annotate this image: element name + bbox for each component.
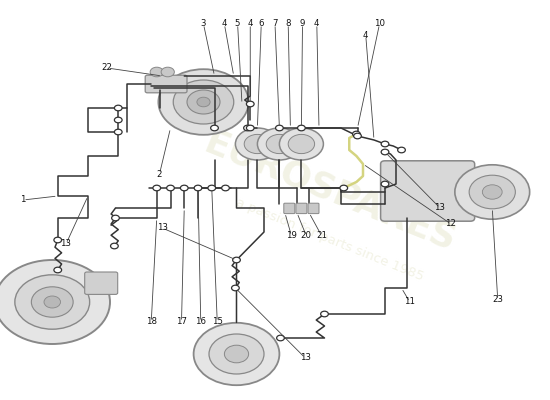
- Text: 13: 13: [60, 240, 72, 248]
- Text: 19: 19: [286, 232, 297, 240]
- Circle shape: [235, 128, 279, 160]
- Circle shape: [111, 243, 118, 249]
- Circle shape: [276, 125, 283, 131]
- Text: 1: 1: [20, 196, 26, 204]
- Text: 13: 13: [157, 224, 168, 232]
- Circle shape: [246, 101, 254, 107]
- FancyBboxPatch shape: [85, 272, 118, 294]
- Circle shape: [353, 131, 360, 137]
- Circle shape: [298, 125, 305, 131]
- Text: 4: 4: [363, 31, 368, 40]
- FancyBboxPatch shape: [145, 75, 187, 93]
- Text: 4: 4: [222, 20, 227, 28]
- Circle shape: [354, 133, 361, 139]
- Circle shape: [288, 134, 315, 154]
- Circle shape: [54, 237, 62, 243]
- Circle shape: [208, 185, 216, 191]
- Circle shape: [153, 185, 161, 191]
- Text: 16: 16: [195, 318, 206, 326]
- Text: 23: 23: [492, 296, 503, 304]
- FancyBboxPatch shape: [381, 161, 475, 221]
- Circle shape: [244, 125, 251, 131]
- Circle shape: [321, 311, 328, 317]
- Text: 8: 8: [285, 20, 291, 28]
- Circle shape: [455, 165, 530, 219]
- Circle shape: [232, 285, 239, 291]
- Circle shape: [114, 105, 122, 111]
- Circle shape: [44, 296, 60, 308]
- Text: 10: 10: [374, 20, 385, 28]
- Text: 6: 6: [258, 20, 264, 28]
- Circle shape: [150, 67, 163, 77]
- Circle shape: [381, 181, 389, 187]
- Circle shape: [167, 185, 174, 191]
- Circle shape: [381, 149, 389, 155]
- Circle shape: [469, 175, 515, 209]
- Text: 3: 3: [201, 20, 206, 28]
- Circle shape: [15, 275, 90, 329]
- Circle shape: [381, 141, 389, 147]
- Circle shape: [277, 335, 284, 341]
- Circle shape: [224, 345, 249, 363]
- Circle shape: [257, 128, 301, 160]
- Circle shape: [209, 334, 264, 374]
- Circle shape: [187, 90, 220, 114]
- Text: 20: 20: [301, 232, 312, 240]
- Text: 4: 4: [248, 20, 253, 28]
- FancyBboxPatch shape: [308, 203, 319, 214]
- Text: 21: 21: [316, 232, 327, 240]
- Circle shape: [266, 134, 293, 154]
- Circle shape: [398, 147, 405, 153]
- Text: 15: 15: [212, 318, 223, 326]
- Text: 13: 13: [434, 204, 446, 212]
- Text: 22: 22: [102, 64, 113, 72]
- Circle shape: [158, 69, 249, 135]
- Text: 9: 9: [300, 20, 305, 28]
- Text: 11: 11: [404, 298, 415, 306]
- Circle shape: [482, 185, 502, 199]
- Circle shape: [114, 129, 122, 135]
- Circle shape: [222, 185, 229, 191]
- Text: a passion for parts since 1985: a passion for parts since 1985: [234, 196, 426, 284]
- Circle shape: [194, 185, 202, 191]
- Text: 2: 2: [157, 170, 162, 178]
- Circle shape: [211, 125, 218, 131]
- Circle shape: [161, 67, 174, 77]
- FancyBboxPatch shape: [284, 203, 295, 214]
- Text: EUROSPARES: EUROSPARES: [199, 126, 461, 258]
- Text: 5: 5: [235, 20, 240, 28]
- Text: 13: 13: [300, 354, 311, 362]
- Circle shape: [54, 267, 62, 273]
- Text: 7: 7: [272, 20, 278, 28]
- Circle shape: [197, 97, 210, 107]
- Circle shape: [194, 323, 279, 385]
- Text: 18: 18: [146, 318, 157, 326]
- FancyBboxPatch shape: [296, 203, 307, 214]
- Circle shape: [0, 260, 110, 344]
- Circle shape: [31, 287, 73, 317]
- Circle shape: [180, 185, 188, 191]
- Circle shape: [173, 80, 234, 124]
- Circle shape: [233, 257, 240, 263]
- Circle shape: [246, 125, 254, 131]
- Text: 12: 12: [446, 220, 456, 228]
- Circle shape: [340, 185, 348, 191]
- Circle shape: [112, 215, 119, 221]
- Circle shape: [279, 128, 323, 160]
- Text: 4: 4: [314, 20, 320, 28]
- Circle shape: [114, 117, 122, 123]
- Circle shape: [244, 134, 271, 154]
- Text: 17: 17: [176, 318, 187, 326]
